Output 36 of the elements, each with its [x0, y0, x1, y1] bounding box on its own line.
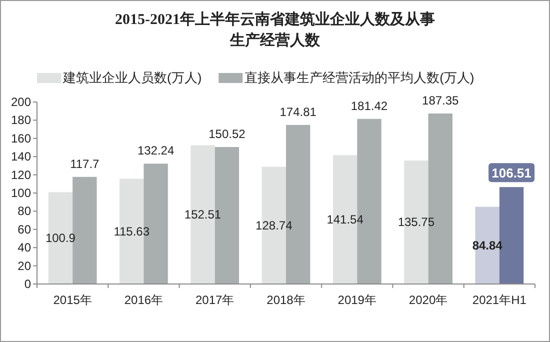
data-label: 152.51 [184, 208, 222, 222]
data-label: 141.54 [326, 212, 364, 227]
y-tick-label: 40 [18, 240, 32, 255]
y-tick-label: 140 [10, 150, 32, 164]
y-tick-label: 60 [18, 222, 32, 236]
data-label: 187.35 [422, 94, 460, 108]
data-label: 115.63 [114, 224, 150, 238]
data-label: 84.84 [472, 238, 503, 252]
y-tick-label: 180 [10, 113, 32, 128]
x-tick-label: 2021年H1 [472, 293, 527, 307]
y-tick-label: 120 [10, 168, 32, 182]
legend-label: 直接从事生产经营活动的平均人数(万人) [244, 70, 474, 85]
data-label: 117.7 [70, 156, 100, 171]
x-tick-label: 2018年 [266, 293, 306, 307]
bar [48, 192, 73, 284]
y-tick-label: 0 [24, 277, 32, 291]
data-label: 150.52 [208, 127, 246, 142]
x-tick-label: 2016年 [124, 293, 164, 307]
x-tick-label: 2020年 [408, 293, 448, 307]
x-tick-label: 2019年 [338, 293, 376, 307]
y-tick-label: 100 [10, 186, 32, 200]
y-tick-label: 20 [18, 258, 32, 273]
data-label: 135.75 [398, 215, 435, 230]
y-tick-label: 200 [10, 95, 32, 109]
legend-label: 建筑业企业人员数(万人) [62, 70, 202, 85]
data-label: 106.51 [492, 166, 532, 181]
y-tick-label: 160 [10, 131, 32, 146]
data-label: 181.42 [350, 98, 388, 113]
x-tick-label: 2015年 [53, 293, 92, 307]
data-label: 100.9 [45, 231, 76, 246]
data-label: 132.24 [137, 144, 174, 158]
data-label: 128.74 [256, 218, 293, 232]
data-label: 174.81 [280, 104, 317, 119]
chart-title: 2015-2021年上半年云南省建筑业企业人数及从事生产经营人数 [115, 11, 435, 49]
y-tick-label: 80 [18, 204, 32, 218]
x-tick-label: 2017年 [196, 293, 234, 307]
